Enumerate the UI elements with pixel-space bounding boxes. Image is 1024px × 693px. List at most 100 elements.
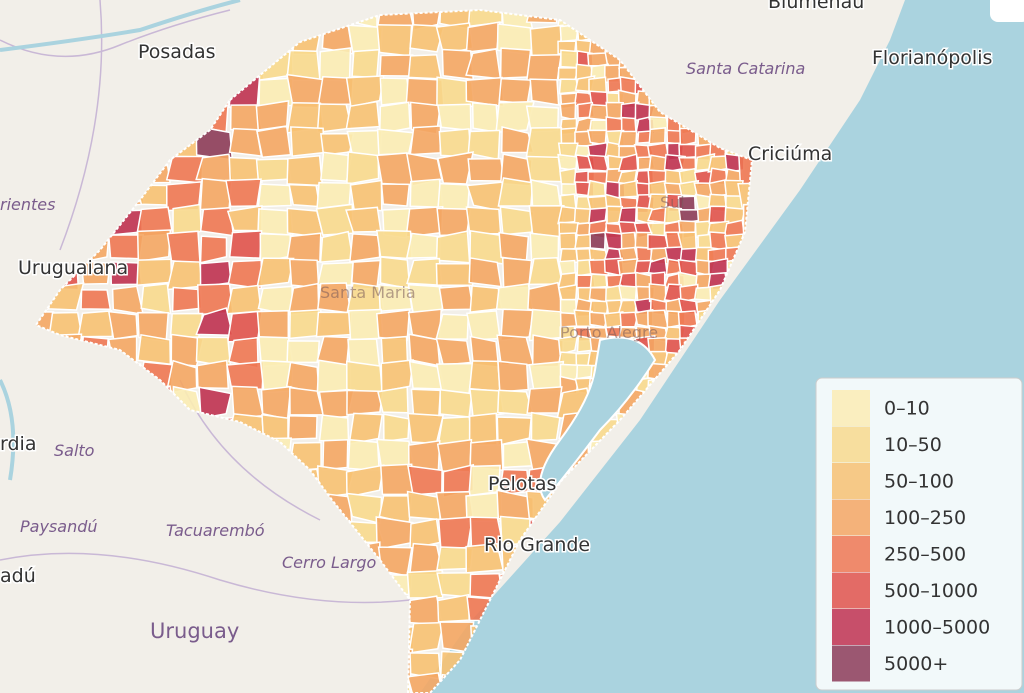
municipality — [677, 231, 697, 251]
municipality — [198, 386, 232, 420]
municipality — [288, 258, 320, 289]
municipality — [165, 359, 198, 395]
municipality — [529, 232, 560, 262]
city-label: Uruguaiana — [18, 257, 128, 279]
municipality — [708, 231, 728, 251]
region-label: Cerro Largo — [282, 553, 377, 572]
municipality — [319, 230, 354, 263]
municipality — [525, 155, 563, 183]
municipality — [287, 415, 318, 440]
municipality — [315, 311, 353, 338]
municipality — [498, 231, 530, 262]
city-label: Sul — [660, 193, 685, 212]
municipality — [471, 102, 499, 134]
municipality — [382, 413, 410, 443]
municipality — [227, 259, 263, 290]
municipality — [407, 412, 445, 445]
municipality — [647, 233, 670, 250]
municipality — [406, 569, 444, 599]
municipality — [558, 78, 580, 95]
municipality — [468, 257, 503, 288]
municipality — [405, 152, 443, 187]
municipality — [560, 183, 579, 197]
municipality — [255, 100, 290, 131]
borders — [0, 0, 411, 604]
municipality — [619, 311, 640, 328]
municipality — [351, 48, 380, 79]
municipality — [226, 360, 265, 390]
municipality — [499, 205, 535, 236]
municipality — [648, 127, 667, 145]
rivers — [0, 0, 241, 481]
municipality — [166, 260, 203, 291]
municipality — [438, 284, 475, 311]
municipality — [465, 310, 501, 341]
municipality — [605, 116, 624, 133]
zoom-control[interactable] — [990, 0, 1024, 22]
region-label: Salto — [54, 441, 95, 460]
legend-label: 100–250 — [884, 507, 966, 529]
municipality — [349, 233, 381, 263]
municipality — [407, 53, 443, 80]
municipality — [256, 257, 295, 288]
legend-swatch — [832, 572, 870, 609]
municipality — [468, 360, 501, 393]
municipality — [346, 151, 380, 186]
region-label: Santa Catarina — [686, 59, 805, 78]
municipality — [107, 310, 139, 340]
legend-label: 1000–5000 — [884, 617, 990, 639]
municipality — [408, 333, 441, 367]
legend-swatch — [832, 645, 870, 682]
municipality — [529, 78, 560, 106]
municipality — [499, 47, 532, 79]
city-label: Criciúma — [748, 143, 832, 165]
legend-label: 500–1000 — [884, 580, 978, 602]
municipality — [617, 130, 638, 147]
region-label: Tacuarembó — [166, 521, 265, 540]
legend-label: 0–10 — [884, 398, 930, 420]
municipality — [379, 54, 414, 77]
municipality — [166, 230, 201, 265]
municipality — [589, 231, 607, 251]
municipality — [345, 206, 382, 233]
municipality — [288, 183, 321, 208]
municipality — [409, 652, 442, 681]
region-label: Paysandú — [20, 517, 98, 536]
municipality — [495, 100, 535, 134]
region-label: rientes — [0, 195, 55, 214]
municipality — [257, 208, 294, 237]
legend-swatch — [832, 609, 870, 645]
municipality — [589, 273, 608, 289]
municipality — [80, 260, 111, 285]
municipality — [436, 103, 472, 132]
municipality — [171, 286, 203, 313]
municipality — [435, 230, 471, 264]
municipality — [376, 128, 415, 156]
municipality — [349, 179, 383, 212]
municipality — [525, 53, 562, 83]
municipality — [557, 283, 578, 302]
legend-swatch — [832, 536, 870, 572]
legend-swatch — [832, 499, 870, 536]
legend-label: 5000+ — [884, 653, 948, 675]
municipality — [409, 23, 445, 53]
municipality — [346, 389, 384, 416]
municipality — [77, 310, 114, 338]
municipality — [228, 156, 263, 184]
legend-swatch — [832, 426, 870, 463]
municipality — [407, 595, 444, 626]
municipality — [405, 232, 442, 259]
legend: 0–10 10–50 50–100 100–250 250–500 500–1000 100… — [815, 377, 1023, 691]
municipality — [738, 154, 752, 186]
city-label: Blumenau — [768, 0, 864, 13]
municipality — [375, 229, 413, 260]
municipality — [409, 125, 442, 156]
municipality — [435, 262, 474, 287]
municipality — [376, 23, 413, 57]
municipality — [435, 313, 470, 340]
municipality — [379, 77, 412, 106]
municipality — [231, 385, 265, 419]
municipality — [378, 101, 411, 135]
municipality — [497, 177, 534, 207]
municipality — [467, 10, 503, 28]
